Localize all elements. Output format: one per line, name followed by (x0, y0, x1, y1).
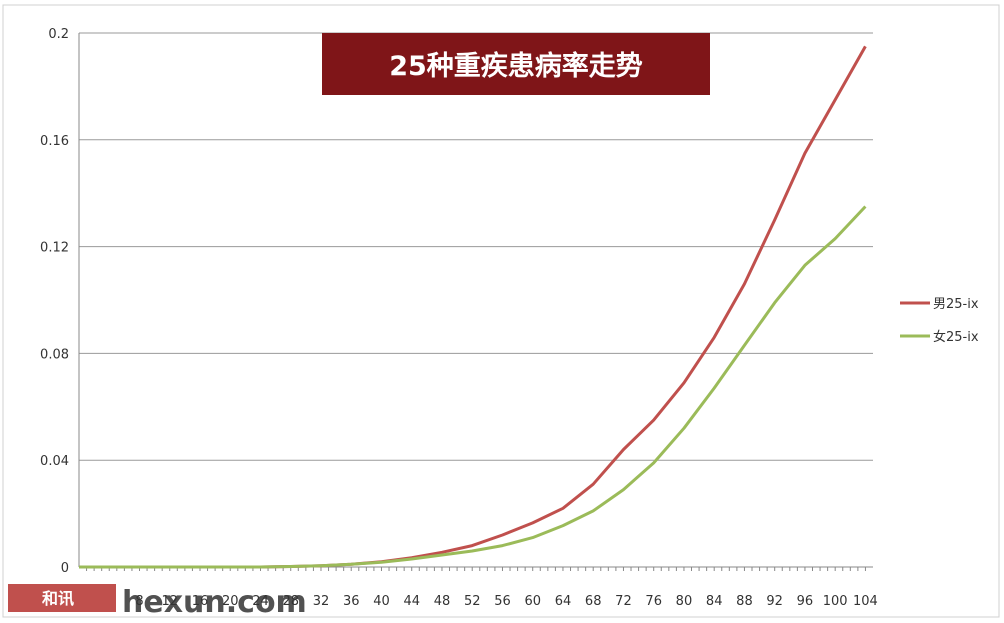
y-tick-label: 0.08 (40, 347, 69, 362)
series-lines (79, 45, 867, 569)
x-tick-label: 96 (797, 594, 814, 609)
y-tick-label: 0.2 (48, 27, 69, 42)
y-tick-label: 0 (61, 561, 69, 576)
watermark: 和讯 hexun.com (8, 584, 307, 620)
x-tick-label: 28 (282, 594, 299, 609)
y-tick-label: 0.16 (40, 134, 69, 149)
x-tick-label: 16 (192, 594, 209, 609)
x-tick-label: 56 (494, 594, 511, 609)
x-tick-label: 60 (524, 594, 541, 609)
x-tick-label: 84 (706, 594, 723, 609)
legend: 男25-ix 女25-ix (900, 297, 979, 345)
watermark-brand: 和讯 (42, 589, 74, 608)
x-tick-label: 32 (313, 594, 330, 609)
title-background (322, 33, 710, 95)
watermark-site: hexun.com (122, 585, 307, 620)
x-tick-label: 88 (736, 594, 753, 609)
watermark-logo-box (8, 584, 116, 612)
x-tick-label: 40 (373, 594, 390, 609)
legend-label-0: 男25-ix (933, 297, 979, 312)
x-tick-label: 64 (555, 594, 572, 609)
x-tick-label: 12 (161, 594, 178, 609)
title-text: 25种重疾患病率走势 (389, 50, 643, 82)
x-tick-label: 92 (766, 594, 783, 609)
x-tick-label: 44 (403, 594, 420, 609)
x-tick-labels: 4812162024283236404448525660646872768084… (105, 594, 878, 609)
x-tick-label: 68 (585, 594, 602, 609)
x-tick-label: 72 (615, 594, 632, 609)
x-tick-label: 24 (252, 594, 269, 609)
x-tick-label: 100 (823, 594, 848, 609)
y-tick-label: 0.12 (40, 241, 69, 256)
x-tick-label: 80 (676, 594, 693, 609)
x-tick-label: 48 (434, 594, 451, 609)
chart-frame (2, 4, 1000, 618)
x-tick-label: 104 (853, 594, 878, 609)
x-tick-label: 52 (464, 594, 481, 609)
series-line-1 (79, 205, 867, 569)
y-tick-label: 0.04 (40, 454, 69, 469)
x-tick-label: 8 (135, 594, 143, 609)
x-tick-label: 76 (645, 594, 662, 609)
x-tick-label: 20 (222, 594, 239, 609)
chart-title: 25种重疾患病率走势 (322, 33, 710, 95)
legend-label-1: 女25-ix (933, 329, 979, 345)
x-tick-label: 36 (343, 594, 360, 609)
y-tick-labels: 0 0.04 0.08 0.12 0.16 0.2 (40, 27, 69, 576)
